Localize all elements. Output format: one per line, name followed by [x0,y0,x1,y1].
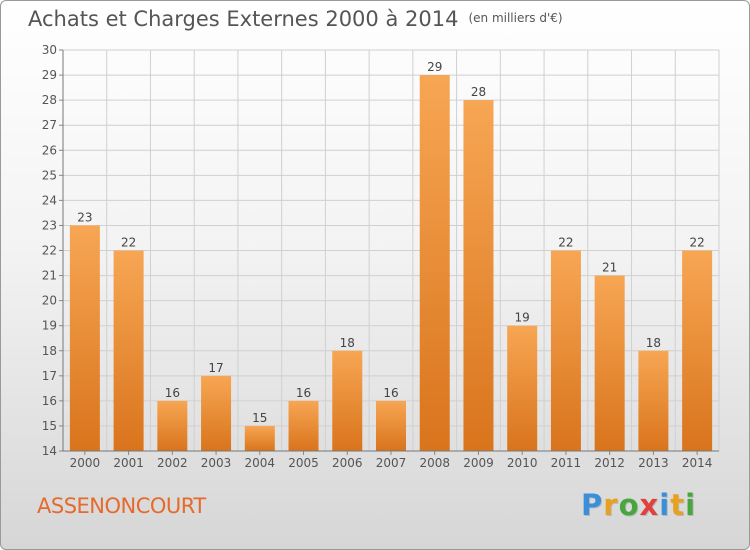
y-tick-label: 22 [42,244,57,258]
chart-title: Achats et Charges Externes 2000 à 2014 (e… [28,7,563,31]
x-tick-label: 2010 [507,456,538,470]
x-tick-label: 2000 [70,456,101,470]
bar [682,250,713,451]
data-label: 28 [471,85,486,99]
x-tick-label: 2009 [463,456,494,470]
x-tick-label: 2014 [682,456,713,470]
bar [376,400,406,451]
proxiti-logo: Proxiti [581,488,697,522]
y-tick-label: 20 [42,294,57,308]
data-label: 16 [383,386,398,400]
data-label: 19 [515,311,530,325]
x-tick-label: 2006 [332,456,363,470]
y-tick-label: 15 [42,419,57,433]
y-tick-label: 17 [42,369,57,383]
x-tick-label: 2013 [638,456,669,470]
y-tick-label: 23 [42,218,57,232]
data-label: 18 [646,336,661,350]
data-label: 29 [427,60,442,74]
y-tick-label: 19 [42,319,57,333]
x-tick-label: 2008 [419,456,450,470]
bar [157,400,188,451]
x-tick-label: 2001 [113,456,144,470]
y-tick-label: 30 [42,43,57,57]
bar [69,225,100,451]
data-label: 18 [340,336,355,350]
y-tick-label: 27 [42,118,57,132]
y-tick-label: 21 [42,269,57,283]
bar [113,250,144,451]
chart-unit: (en milliers d'€) [468,11,563,25]
bar [463,100,494,451]
y-tick-label: 16 [42,394,57,408]
bar [332,350,363,451]
axes: 14 15 16 17 18 19 20 21 22 23 24 25 26 27 28 29 30 2000 20… [42,43,719,470]
y-tick-label: 26 [42,143,57,157]
y-tick-label: 25 [42,168,57,182]
y-tick-label: 28 [42,93,57,107]
data-label: 16 [165,386,180,400]
y-tick-label: 24 [42,193,57,207]
bar [638,350,669,451]
bar [288,400,319,451]
x-tick-label: 2003 [201,456,232,470]
x-tick-label: 2004 [245,456,276,470]
bar [594,275,625,451]
y-tick-label: 14 [42,444,57,458]
y-tick-label: 18 [42,344,57,358]
data-label: 22 [558,236,573,250]
x-tick-label: 2012 [594,456,625,470]
x-tick-label: 2007 [376,456,407,470]
data-label: 22 [121,236,136,250]
data-label: 23 [77,210,92,224]
bar [244,425,275,451]
x-tick-label: 2005 [288,456,319,470]
bar [419,75,450,451]
chart-title-text: Achats et Charges Externes 2000 à 2014 [28,7,459,31]
data-label: 16 [296,386,311,400]
bar [550,250,581,451]
data-label: 17 [208,361,223,375]
data-label: 15 [252,411,267,425]
bar [507,325,538,451]
bar [201,375,232,451]
data-labels: 23 22 16 17 15 16 18 16 29 28 19 22 21 18 22 [77,60,705,425]
x-tick-label: 2011 [551,456,582,470]
x-tick-label: 2002 [157,456,188,470]
data-label: 22 [689,236,704,250]
y-tick-label: 29 [42,68,57,82]
place-name: ASSENONCOURT [37,494,206,518]
bars [69,75,713,451]
data-label: 21 [602,261,617,275]
